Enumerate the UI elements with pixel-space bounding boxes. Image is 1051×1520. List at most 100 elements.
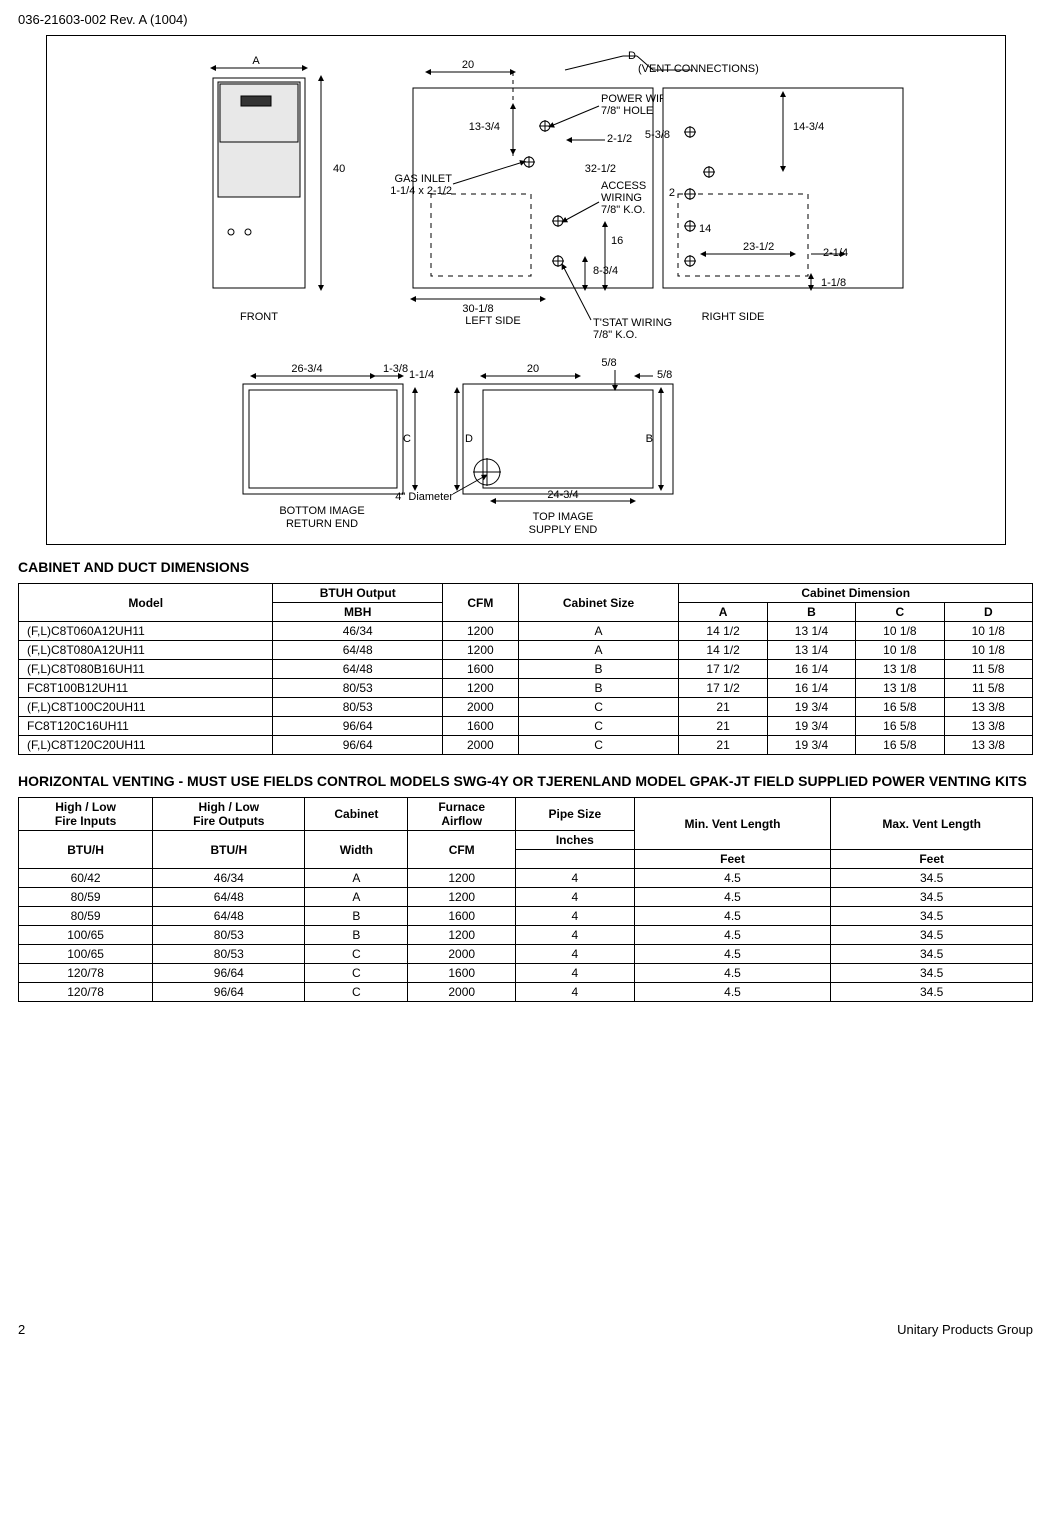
svg-text:40: 40: [333, 163, 345, 175]
cell-C: 16 5/8: [856, 736, 944, 755]
cell-A: 21: [679, 717, 767, 736]
table-row: 100/65 80/53 B 1200 4 4.5 34.5: [19, 926, 1033, 945]
cell-B: 19 3/4: [767, 698, 855, 717]
cell-mbh: 96/64: [273, 717, 443, 736]
svg-text:RETURN END: RETURN END: [285, 518, 357, 530]
table-row: (F,L)C8T080A12UH11 64/48 1200 A 14 1/2 1…: [19, 641, 1033, 660]
cell-cfm: 1200: [408, 926, 516, 945]
cell-D: 10 1/8: [944, 622, 1032, 641]
cell-min: 4.5: [634, 926, 831, 945]
cell-size: B: [518, 679, 679, 698]
table-row: (F,L)C8T060A12UH11 46/34 1200 A 14 1/2 1…: [19, 622, 1033, 641]
svg-text:2-1/2: 2-1/2: [607, 133, 632, 145]
svg-text:TOP IMAGE: TOP IMAGE: [532, 511, 593, 523]
svg-text:(VENT CONNECTIONS): (VENT CONNECTIONS): [638, 63, 759, 75]
cell-mbh: 64/48: [273, 641, 443, 660]
svg-text:1-1/4: 1-1/4: [409, 369, 434, 381]
cell-pipe: 4: [516, 888, 635, 907]
col-cfm: CFM: [443, 584, 519, 622]
svg-text:2-1/4: 2-1/4: [823, 247, 848, 259]
page-footer: 2 Unitary Products Group: [18, 1322, 1033, 1337]
table-row: 80/59 64/48 B 1600 4 4.5 34.5: [19, 907, 1033, 926]
table-row: (F,L)C8T100C20UH11 80/53 2000 C 21 19 3/…: [19, 698, 1033, 717]
table-row: (F,L)C8T080B16UH11 64/48 1600 B 17 1/2 1…: [19, 660, 1033, 679]
cell-min: 4.5: [634, 888, 831, 907]
cell-C: 13 1/8: [856, 660, 944, 679]
cell-in: 80/59: [19, 907, 153, 926]
svg-text:1-1/8: 1-1/8: [821, 277, 846, 289]
svg-text:5/8: 5/8: [601, 357, 616, 369]
cell-out: 96/64: [153, 964, 305, 983]
table-row: 80/59 64/48 A 1200 4 4.5 34.5: [19, 888, 1033, 907]
svg-text:30-1/8: 30-1/8: [462, 303, 493, 315]
svg-text:BOTTOM IMAGE: BOTTOM IMAGE: [279, 505, 364, 517]
col-inches-blank: [516, 850, 635, 869]
cell-D: 13 3/8: [944, 698, 1032, 717]
front-view: A 40 FRONT: [213, 55, 345, 323]
cell-min: 4.5: [634, 907, 831, 926]
cell-A: 14 1/2: [679, 622, 767, 641]
cell-min: 4.5: [634, 964, 831, 983]
cell-size: A: [518, 641, 679, 660]
svg-text:GAS INLET: GAS INLET: [394, 173, 452, 185]
cell-C: 16 5/8: [856, 717, 944, 736]
svg-text:14-3/4: 14-3/4: [793, 121, 824, 133]
col-pipesize: Pipe Size: [516, 798, 635, 831]
cell-out: 96/64: [153, 983, 305, 1002]
page-number: 2: [18, 1322, 25, 1337]
cell-cfm: 1200: [443, 641, 519, 660]
cell-cfm: 1200: [443, 679, 519, 698]
cell-C: 10 1/8: [856, 641, 944, 660]
col-hiloout: High / Low Fire Outputs: [153, 798, 305, 831]
cell-in: 120/78: [19, 983, 153, 1002]
cell-B: 19 3/4: [767, 717, 855, 736]
cell-A: 21: [679, 698, 767, 717]
document-header: 036-21603-002 Rev. A (1004): [18, 12, 1033, 27]
cell-B: 13 1/4: [767, 641, 855, 660]
svg-text:A: A: [252, 55, 260, 67]
cell-cab: C: [305, 964, 408, 983]
cell-B: 19 3/4: [767, 736, 855, 755]
cabinet-section-title: CABINET AND DUCT DIMENSIONS: [18, 559, 1033, 575]
cell-max: 34.5: [831, 888, 1033, 907]
svg-text:C: C: [403, 433, 411, 445]
cell-pipe: 4: [516, 926, 635, 945]
col-maxvent: Max. Vent Length: [831, 798, 1033, 850]
cell-cab: C: [305, 983, 408, 1002]
table-row: FC8T120C16UH11 96/64 1600 C 21 19 3/4 16…: [19, 717, 1033, 736]
cell-A: 17 1/2: [679, 679, 767, 698]
col-A: A: [679, 603, 767, 622]
cell-B: 16 1/4: [767, 660, 855, 679]
svg-text:24-3/4: 24-3/4: [547, 489, 578, 501]
col-feet1: Feet: [634, 850, 831, 869]
cell-cfm: 1200: [408, 888, 516, 907]
cell-cfm: 1600: [443, 717, 519, 736]
cell-cab: B: [305, 926, 408, 945]
left-side-view: 20 13-3/4 30-1/8 LEFT SIDE GAS INLET 1-1…: [390, 59, 686, 341]
col-inches: Inches: [516, 831, 635, 850]
cell-mbh: 80/53: [273, 679, 443, 698]
cell-cfm: 2000: [408, 983, 516, 1002]
col-btuh: BTUH Output: [273, 584, 443, 603]
cell-max: 34.5: [831, 926, 1033, 945]
cell-cfm: 1600: [443, 660, 519, 679]
col-cabdim: Cabinet Dimension: [679, 584, 1033, 603]
svg-text:7/8" K.O.: 7/8" K.O.: [601, 204, 645, 216]
footer-right: Unitary Products Group: [897, 1322, 1033, 1337]
cell-cfm: 1600: [408, 964, 516, 983]
cell-D: 10 1/8: [944, 641, 1032, 660]
cell-size: C: [518, 736, 679, 755]
dimensions-diagram: A 40 FRONT 20 13-3/4 30-1/8 LEFT SIDE GA…: [46, 35, 1006, 545]
col-cfm2: CFM: [408, 831, 516, 869]
svg-text:32-1/2: 32-1/2: [584, 163, 615, 175]
bottom-view: 26-3/4 1-3/8 1-1/4 C BOTTOM IMAGE RETURN…: [243, 363, 434, 530]
cell-cfm: 2000: [443, 736, 519, 755]
cell-B: 13 1/4: [767, 622, 855, 641]
svg-text:B: B: [645, 433, 652, 445]
svg-text:ACCESS: ACCESS: [601, 180, 646, 192]
svg-text:LEFT SIDE: LEFT SIDE: [465, 315, 520, 327]
cell-out: 46/34: [153, 869, 305, 888]
cell-size: B: [518, 660, 679, 679]
svg-text:4" Diameter: 4" Diameter: [395, 491, 453, 503]
cell-cab: A: [305, 888, 408, 907]
